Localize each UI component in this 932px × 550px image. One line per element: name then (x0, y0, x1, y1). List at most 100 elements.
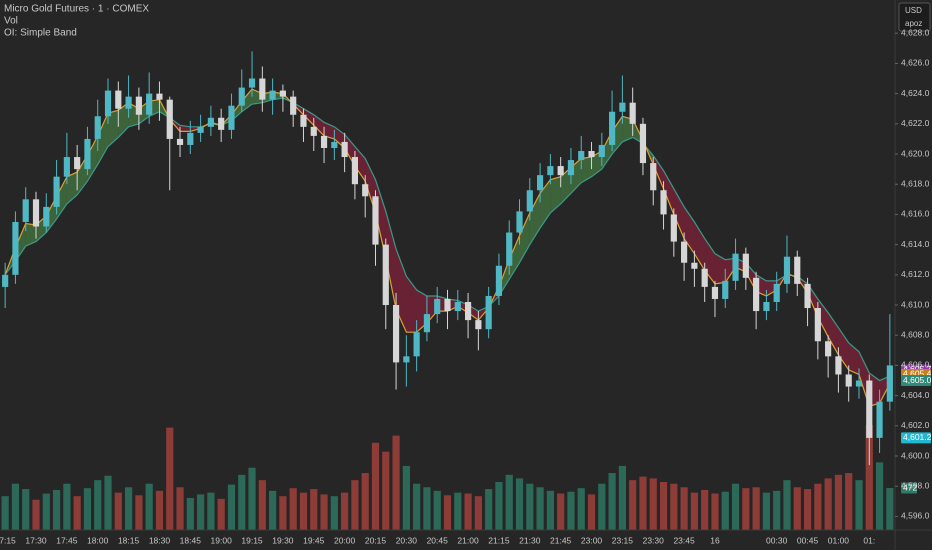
volume-bar (773, 490, 781, 530)
volume-bar (443, 495, 452, 530)
volume-bar (618, 465, 626, 530)
candle-body (619, 102, 626, 112)
currency: USD (905, 6, 922, 15)
volume-bar (42, 493, 50, 530)
candle-body (578, 150, 585, 161)
volume-bar (485, 489, 493, 530)
x-tick-label: 21:30 (519, 535, 541, 545)
band-segment (848, 342, 859, 375)
volume-bar (63, 483, 71, 530)
candle-body (104, 90, 112, 117)
volume-bar (845, 473, 853, 530)
band-segment (694, 221, 705, 271)
volume-bar (803, 489, 812, 530)
x-tick-label: 18:15 (118, 535, 140, 545)
volume-bar (577, 488, 585, 530)
candle-body (341, 141, 348, 158)
x-tick-label: 18:00 (87, 535, 109, 545)
volume-bar (793, 487, 801, 530)
volume-bar (94, 480, 102, 530)
candle-body (94, 116, 101, 139)
candle-body (187, 132, 194, 145)
volume-bar (279, 496, 287, 530)
volume-bar (505, 474, 513, 530)
band-segment (550, 176, 561, 213)
indicator-label: OI: Simple Band (4, 28, 77, 39)
volume-bar (546, 490, 554, 530)
currency-box[interactable] (898, 2, 931, 32)
x-tick-label: 20:30 (396, 535, 418, 545)
volume-bar (587, 494, 596, 530)
volume-bar (289, 488, 297, 530)
price-marker-label: 4,605.0 (903, 375, 932, 385)
x-tick-label: 19:30 (272, 535, 294, 545)
band-segment (385, 211, 397, 310)
band-segment (581, 157, 592, 183)
volume-bar (320, 494, 328, 530)
volume-bar (1, 496, 9, 530)
x-tick-label: 01: (863, 535, 875, 545)
candle-body (2, 274, 9, 287)
candle-body (454, 301, 461, 312)
x-tick-label: 17:30 (25, 535, 47, 545)
band-segment (838, 327, 849, 370)
volume-bar (762, 492, 771, 530)
y-tick-label: 4,618.0 (901, 178, 930, 188)
x-tick-label: 17:45 (56, 535, 78, 545)
candle-body (176, 138, 184, 145)
x-tick-label: 23:45 (673, 535, 695, 545)
candle-body (660, 190, 667, 215)
volume-bar (680, 487, 688, 530)
volume-bar (11, 483, 20, 530)
volume-bar (824, 478, 832, 530)
volume-bar (886, 488, 894, 530)
candle-body (835, 356, 842, 375)
volume-bar (423, 487, 431, 530)
volume-bar (464, 493, 472, 530)
volume-bar (371, 442, 380, 530)
volume-bar (104, 475, 112, 530)
y-tick-label: 4,602.0 (901, 420, 930, 430)
volume-bar (73, 496, 81, 530)
volume-bar (731, 483, 740, 530)
price-marker-label: 4,601.2 (903, 432, 932, 442)
band-segment (56, 176, 67, 219)
candle-body (711, 286, 719, 299)
volume-bar (567, 491, 575, 530)
indicator-label: Vol (4, 16, 18, 27)
candle-body (506, 232, 513, 266)
volume-bar (32, 499, 40, 530)
plot-area (1, 51, 894, 530)
candle-body (753, 277, 760, 312)
y-tick-label: 4,622.0 (901, 118, 930, 128)
band-segment (241, 89, 253, 112)
candle-body (547, 166, 554, 176)
x-tick-label: 23:00 (581, 535, 603, 545)
candle-body (146, 93, 153, 115)
x-tick-label: 23:30 (643, 535, 665, 545)
volume-bar (865, 425, 873, 530)
band-segment (828, 312, 839, 355)
volume-bar (22, 489, 30, 530)
volume-bar (166, 427, 174, 530)
chart-title: Micro Gold Futures · 1 · COMEX (4, 4, 149, 15)
volume-bar (310, 489, 318, 530)
volume-bar (742, 488, 750, 530)
band-segment (354, 146, 366, 182)
band-segment (66, 172, 78, 204)
volume-bar (526, 483, 534, 530)
candle-body (485, 295, 492, 330)
x-tick-label: 01:00 (828, 535, 850, 545)
volume-bar (248, 467, 256, 530)
candle-body (475, 320, 482, 330)
volume-bar (269, 490, 277, 530)
price-marker-label: 4,605.4 (903, 369, 932, 379)
y-tick-label: 4,604.0 (901, 390, 930, 400)
candle-body (125, 96, 132, 109)
volume-bar (330, 496, 338, 530)
volume-bar (670, 483, 678, 530)
candle-body (650, 163, 657, 191)
volume-bar (299, 492, 308, 530)
x-tick-label: 21:00 (457, 535, 479, 545)
